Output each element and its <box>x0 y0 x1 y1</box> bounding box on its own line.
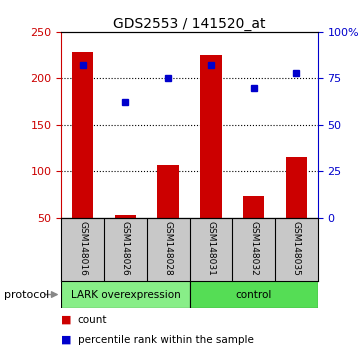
Bar <box>286 157 307 218</box>
Text: LARK overexpression: LARK overexpression <box>70 290 180 299</box>
Text: protocol: protocol <box>4 290 49 299</box>
Text: count: count <box>78 315 107 325</box>
Text: GSM148026: GSM148026 <box>121 221 130 275</box>
Text: ■: ■ <box>61 315 72 325</box>
Text: GSM148031: GSM148031 <box>206 221 216 276</box>
Text: GSM148035: GSM148035 <box>292 221 301 276</box>
Title: GDS2553 / 141520_at: GDS2553 / 141520_at <box>113 17 266 31</box>
Text: GSM148028: GSM148028 <box>164 221 173 275</box>
Bar <box>190 281 318 308</box>
Bar <box>157 165 179 218</box>
Text: GSM148016: GSM148016 <box>78 221 87 276</box>
Bar <box>243 196 264 218</box>
Text: control: control <box>235 290 272 299</box>
Bar <box>200 55 222 218</box>
Bar <box>72 52 93 218</box>
Bar <box>115 215 136 218</box>
Text: GSM148032: GSM148032 <box>249 221 258 275</box>
Bar <box>61 281 190 308</box>
Text: percentile rank within the sample: percentile rank within the sample <box>78 335 253 344</box>
Text: ■: ■ <box>61 335 72 344</box>
